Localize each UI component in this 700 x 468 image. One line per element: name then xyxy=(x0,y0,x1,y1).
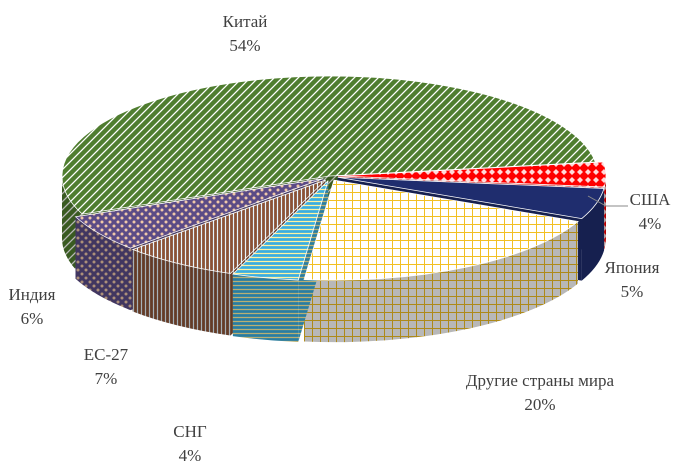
slice xyxy=(232,180,329,281)
label-value: 5% xyxy=(620,282,644,301)
label-name: Китай xyxy=(222,12,268,31)
slice xyxy=(337,176,605,220)
label-name: Индия xyxy=(8,285,56,304)
data-label: ЕС-27 7% xyxy=(66,343,146,391)
slice xyxy=(74,178,324,249)
label-name: США xyxy=(629,190,671,209)
data-label: США 4% xyxy=(610,188,690,236)
label-name: Другие страны мира xyxy=(465,371,615,390)
label-value: 54% xyxy=(229,36,261,55)
slice-side xyxy=(604,175,606,250)
slice-side xyxy=(581,188,605,281)
slice-side-shade xyxy=(75,216,131,311)
slice-side-shade xyxy=(132,249,231,336)
slice-side xyxy=(232,274,299,343)
slice xyxy=(61,75,596,215)
data-label: Другие страны мира 20% xyxy=(465,369,615,417)
data-label: Китай 54% xyxy=(205,10,285,58)
label-name: СНГ xyxy=(173,422,207,441)
label-name: Япония xyxy=(604,258,660,277)
slice-side-shade xyxy=(581,188,605,281)
slice xyxy=(303,179,579,281)
leader-line xyxy=(587,195,628,207)
data-label: Япония 5% xyxy=(592,256,672,304)
label-value: 6% xyxy=(20,309,44,328)
slice-side xyxy=(75,216,131,311)
label-value: 7% xyxy=(94,369,118,388)
slice-side-shade xyxy=(304,221,579,343)
slice xyxy=(337,161,607,188)
label-name: ЕС-27 xyxy=(83,345,129,364)
label-value: 4% xyxy=(178,446,202,465)
label-value: 4% xyxy=(638,214,662,233)
slice xyxy=(131,179,326,274)
data-label: СНГ 4% xyxy=(160,420,220,468)
slice-side-shade xyxy=(604,175,606,250)
slice-side-shade xyxy=(232,274,299,343)
slice-side xyxy=(304,221,579,343)
slice-side xyxy=(132,249,231,336)
data-label: Индия 6% xyxy=(0,283,67,331)
label-value: 20% xyxy=(524,395,556,414)
